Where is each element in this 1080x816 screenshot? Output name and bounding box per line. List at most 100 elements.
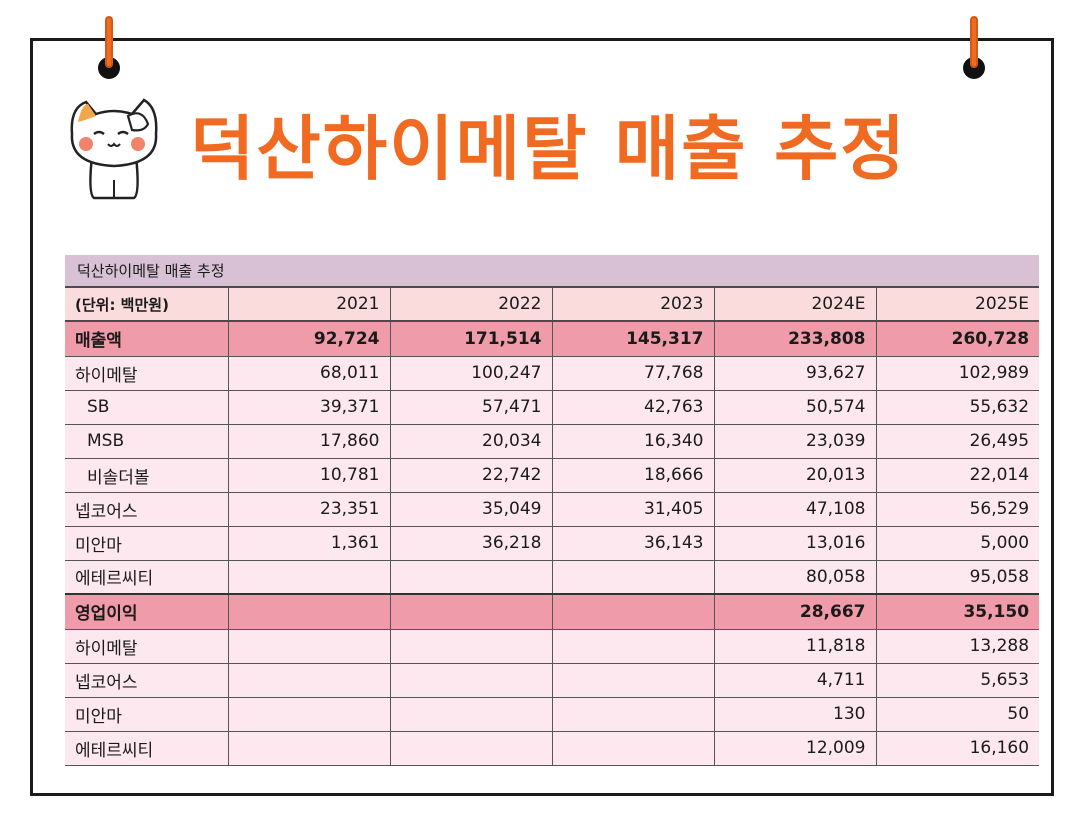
table-cell: 100,247: [390, 356, 553, 391]
row-label: 넵코어스: [65, 492, 229, 527]
table-cell: [552, 593, 715, 630]
table-cell: 16,160: [876, 731, 1040, 766]
table-cell: [228, 697, 391, 732]
table-cell: 13,016: [714, 526, 877, 561]
column-header: 2024E: [714, 287, 877, 322]
table-cell: [552, 663, 715, 698]
table-row: SB 39,371 57,471 42,763 50,574 55,632: [65, 390, 1040, 425]
table-cell: 5,653: [876, 663, 1040, 698]
table-cell: 12,009: [714, 731, 877, 766]
row-label: 에테르씨티: [65, 560, 229, 595]
table-cell: [390, 731, 553, 766]
table-cell: 171,514: [390, 321, 553, 357]
table-cell: 22,742: [390, 458, 553, 493]
table-row: 하이메탈 11,818 13,288: [65, 629, 1040, 664]
cat-mascot-icon: [70, 98, 158, 200]
table-cell: 5,000: [876, 526, 1040, 561]
table-cell: [552, 697, 715, 732]
table-cell: 17,860: [228, 424, 391, 459]
table-row: 매출액 92,724 171,514 145,317 233,808 260,728: [65, 321, 1040, 357]
page-title: 덕산하이메탈 매출 추정: [190, 108, 907, 190]
table-cell: 23,351: [228, 492, 391, 527]
table-cell: 16,340: [552, 424, 715, 459]
row-label: 비솔더볼: [65, 458, 229, 493]
row-label: 미안마: [65, 526, 229, 561]
table-cell: 260,728: [876, 321, 1040, 357]
table-cell: [228, 663, 391, 698]
table-cell: 95,058: [876, 560, 1040, 595]
sales-estimate-table: 덕산하이메탈 매출 추정 (단위: 백만원) 2021 2022 2023 20…: [65, 255, 1040, 766]
table-cell: 28,667: [714, 593, 877, 630]
row-label: SB: [65, 390, 229, 425]
table-cell: [552, 629, 715, 664]
table-cell: [228, 593, 391, 630]
table-cell: 10,781: [228, 458, 391, 493]
table-cell: 18,666: [552, 458, 715, 493]
table-row: 하이메탈 68,011 100,247 77,768 93,627 102,989: [65, 356, 1040, 391]
table-cell: 57,471: [390, 390, 553, 425]
table-header-row: (단위: 백만원) 2021 2022 2023 2024E 2025E: [65, 287, 1040, 322]
column-header: 2025E: [876, 287, 1040, 322]
table-cell: 26,495: [876, 424, 1040, 459]
table-cell: 56,529: [876, 492, 1040, 527]
row-label: MSB: [65, 424, 229, 459]
table-cell: [390, 593, 553, 630]
table-cell: 102,989: [876, 356, 1040, 391]
row-label: 하이메탈: [65, 356, 229, 391]
table-row: MSB 17,860 20,034 16,340 23,039 26,495: [65, 424, 1040, 459]
table-caption-row: 덕산하이메탈 매출 추정: [65, 255, 1040, 288]
pin-icon: [963, 16, 985, 79]
table-cell: [390, 629, 553, 664]
table-cell: 80,058: [714, 560, 877, 595]
table-cell: 93,627: [714, 356, 877, 391]
row-label: 에테르씨티: [65, 731, 229, 766]
table-cell: 50,574: [714, 390, 877, 425]
row-label: 넵코어스: [65, 663, 229, 698]
table-row: 미안마 130 50: [65, 697, 1040, 732]
table-row: 영업이익 28,667 35,150: [65, 593, 1040, 630]
table-cell: 35,049: [390, 492, 553, 527]
table-cell: 68,011: [228, 356, 391, 391]
table-row: 에테르씨티 12,009 16,160: [65, 731, 1040, 766]
table-row: 넵코어스 23,351 35,049 31,405 47,108 56,529: [65, 492, 1040, 527]
table-cell: 20,034: [390, 424, 553, 459]
table-caption: 덕산하이메탈 매출 추정: [65, 255, 1040, 288]
column-header: 2022: [390, 287, 553, 322]
table-cell: 92,724: [228, 321, 391, 357]
table-cell: 77,768: [552, 356, 715, 391]
table-cell: 47,108: [714, 492, 877, 527]
table-row: 비솔더볼 10,781 22,742 18,666 20,013 22,014: [65, 458, 1040, 493]
table-cell: 233,808: [714, 321, 877, 357]
table-cell: 50: [876, 697, 1040, 732]
table-cell: [552, 560, 715, 595]
table-row: 미안마 1,361 36,218 36,143 13,016 5,000: [65, 526, 1040, 561]
table-cell: [390, 560, 553, 595]
table-cell: 11,818: [714, 629, 877, 664]
table-cell: 22,014: [876, 458, 1040, 493]
table-cell: 23,039: [714, 424, 877, 459]
table-cell: 42,763: [552, 390, 715, 425]
table-cell: 20,013: [714, 458, 877, 493]
table-cell: [390, 663, 553, 698]
table-row: 에테르씨티 80,058 95,058: [65, 560, 1040, 595]
table-row: 넵코어스 4,711 5,653: [65, 663, 1040, 698]
table-cell: 55,632: [876, 390, 1040, 425]
table-cell: [228, 560, 391, 595]
table-cell: 39,371: [228, 390, 391, 425]
table-cell: 36,218: [390, 526, 553, 561]
table-cell: 145,317: [552, 321, 715, 357]
column-header: 2021: [228, 287, 391, 322]
table-cell: 35,150: [876, 593, 1040, 630]
column-header: 2023: [552, 287, 715, 322]
table-cell: 31,405: [552, 492, 715, 527]
table-cell: 130: [714, 697, 877, 732]
table-cell: [228, 731, 391, 766]
unit-label: (단위: 백만원): [65, 287, 229, 322]
row-label: 영업이익: [65, 593, 229, 630]
table-cell: 36,143: [552, 526, 715, 561]
row-label: 매출액: [65, 321, 229, 357]
table-cell: [552, 731, 715, 766]
table-cell: [390, 697, 553, 732]
table-cell: 13,288: [876, 629, 1040, 664]
table-cell: 4,711: [714, 663, 877, 698]
